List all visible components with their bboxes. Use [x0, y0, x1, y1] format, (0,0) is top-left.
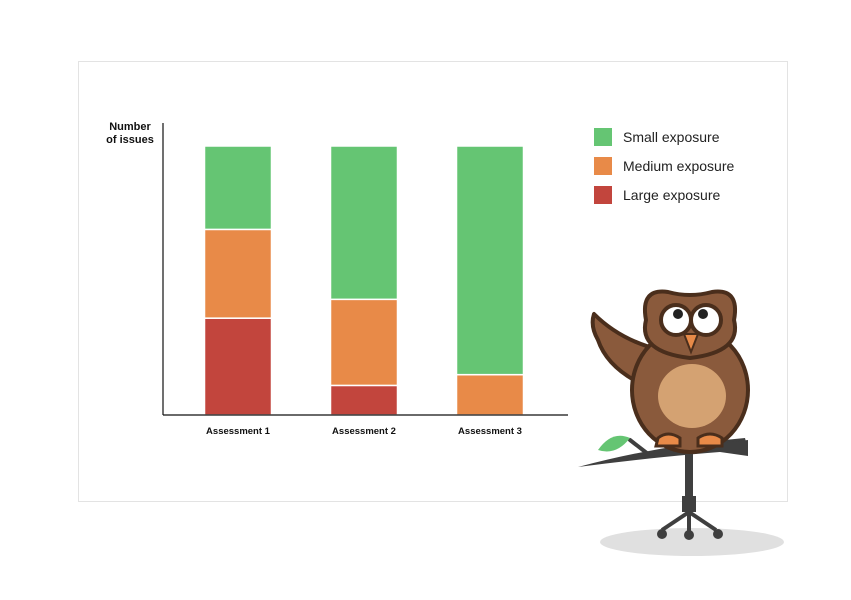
bar-segment — [203, 317, 273, 416]
branch-twig — [628, 438, 650, 456]
owl-foot-right — [696, 432, 724, 448]
legend-label-medium: Medium exposure — [623, 158, 735, 174]
legend-item-large: Large exposure — [594, 185, 734, 205]
bar-segment — [455, 145, 525, 376]
legend-swatch-medium — [594, 157, 612, 175]
chart-legend: Small exposure Medium exposure Large exp… — [594, 127, 734, 214]
legend-item-medium: Medium exposure — [594, 156, 734, 176]
bar-segment — [203, 228, 273, 319]
stool-collar — [682, 496, 696, 512]
stool-wheel — [713, 529, 723, 539]
x-tick-label: Assessment 3 — [458, 426, 522, 437]
leaf-icon — [598, 435, 630, 452]
stool-pole — [685, 450, 693, 502]
bar-segment — [329, 298, 399, 387]
stool-wheel — [684, 530, 694, 540]
x-tick-label: Assessment 2 — [332, 426, 396, 437]
bar-segment — [203, 145, 273, 231]
stool-shadow — [600, 528, 784, 556]
legend-label-small: Small exposure — [623, 129, 720, 145]
owl-eye-right — [689, 303, 723, 337]
owl-beak — [682, 333, 700, 355]
branch-end — [720, 440, 748, 456]
legend-item-small: Small exposure — [594, 127, 734, 147]
owl-foot-left — [654, 432, 682, 448]
bar-segment — [329, 145, 399, 301]
x-tick-label: Assessment 1 — [206, 426, 271, 437]
owl-belly — [658, 364, 726, 428]
legend-swatch-small — [594, 128, 612, 146]
bar-segment — [455, 373, 525, 416]
y-axis-label: Number of issues — [106, 121, 154, 146]
stool-wheel — [657, 529, 667, 539]
legend-swatch-large — [594, 186, 612, 204]
bar-segment — [329, 384, 399, 416]
owl-mascot-icon — [578, 289, 784, 556]
legend-label-large: Large exposure — [623, 187, 721, 203]
